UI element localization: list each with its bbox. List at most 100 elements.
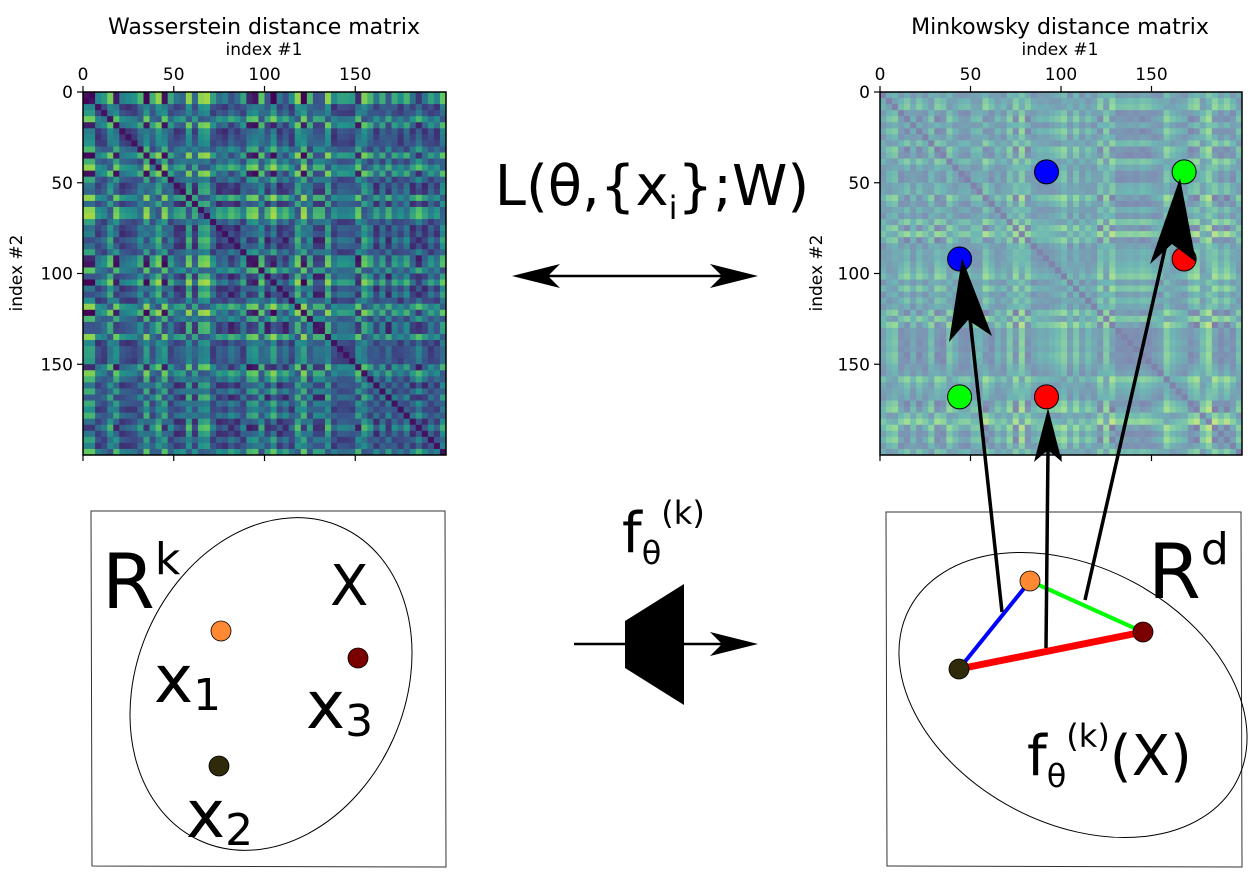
heatmap-cell (258, 309, 266, 317)
heatmap-cell (1109, 158, 1116, 166)
heatmap-cell (379, 140, 387, 148)
heatmap-cell (1151, 134, 1159, 141)
heatmap-cell (318, 213, 326, 220)
heatmap-cell (264, 255, 272, 262)
heatmap-cell (204, 92, 211, 99)
heatmap-cell (946, 170, 953, 178)
heatmap-cell (325, 358, 332, 365)
heatmap-cell (1223, 200, 1231, 208)
heatmap-cell (1235, 158, 1242, 166)
heatmap-cell (246, 352, 253, 359)
heatmap-cell (113, 170, 120, 178)
heatmap-cell (433, 279, 441, 287)
heatmap-cell (331, 340, 338, 347)
heatmap-cell (252, 442, 260, 450)
heatmap-cell (204, 225, 211, 232)
heatmap-cell (276, 134, 284, 141)
heatmap-cell (185, 267, 193, 275)
heatmap-cell (1175, 140, 1183, 148)
heatmap-cell (216, 424, 223, 432)
heatmap-cell (1139, 182, 1147, 190)
heatmap-cell (119, 376, 126, 383)
heatmap-cell (970, 182, 978, 190)
heatmap-cell (934, 213, 941, 220)
heatmap-cell (222, 225, 229, 232)
heatmap-cell (1163, 140, 1171, 148)
heatmap-cell (95, 364, 102, 371)
heatmap-cell (952, 116, 960, 123)
heatmap-cell (1235, 92, 1242, 99)
heatmap-cell (1193, 134, 1201, 141)
heatmap-cell (294, 188, 302, 196)
heatmap-cell (143, 334, 151, 341)
heatmap-cell (1145, 182, 1153, 190)
heatmap-cell (191, 340, 199, 347)
heatmap-cell (173, 194, 181, 202)
heatmap-cell (270, 92, 278, 99)
heatmap-cell (101, 315, 108, 323)
heatmap-cell (1048, 206, 1056, 214)
heatmap-cell (246, 158, 253, 166)
heatmap-cell (1157, 182, 1165, 190)
heatmap-cell (191, 346, 199, 353)
heatmap-cell (916, 219, 923, 226)
heatmap-cell (95, 188, 102, 196)
heatmap-cell (403, 321, 411, 329)
heatmap-cell (325, 219, 332, 226)
heatmap-cell (246, 206, 253, 214)
heatmap-cell (125, 364, 132, 371)
heatmap-cell (210, 267, 217, 275)
heatmap-cell (349, 297, 356, 305)
heatmap-cell (318, 291, 326, 299)
heatmap-cell (367, 321, 374, 329)
heatmap-cell (355, 364, 362, 371)
heatmap-cell (312, 200, 320, 208)
heatmap-cell (355, 448, 362, 455)
heatmap-cell (173, 134, 181, 141)
heatmap-cell (161, 98, 169, 105)
heatmap-cell (1157, 146, 1165, 154)
heatmap-cell (1085, 164, 1092, 172)
heatmap-cell (149, 442, 157, 450)
heatmap-cell (1054, 213, 1062, 220)
heatmap-cell (1085, 104, 1092, 111)
heatmap-cell (143, 412, 151, 420)
heatmap-cell (1133, 170, 1141, 178)
heatmap-cell (415, 364, 423, 371)
heatmap-cell (1211, 219, 1219, 226)
heatmap-cell (125, 213, 132, 220)
heatmap-cell (385, 352, 393, 359)
heatmap-cell (246, 364, 253, 371)
heatmap-cell (143, 442, 151, 450)
heatmap-cell (952, 152, 960, 160)
heatmap-cell (222, 98, 229, 105)
heatmap-cell (1103, 219, 1110, 226)
heatmap-cell (300, 128, 308, 135)
heatmap-cell (161, 140, 169, 148)
heatmap-cell (197, 200, 205, 208)
heatmap-cell (210, 122, 217, 129)
heatmap-cell (373, 442, 381, 450)
heatmap-cell (318, 436, 326, 444)
heatmap-cell (143, 92, 151, 99)
heatmap-cell (970, 116, 978, 123)
heatmap-cell (1133, 213, 1141, 220)
heatmap-cell (409, 412, 417, 420)
heatmap-cell (119, 213, 126, 220)
heatmap-cell (355, 285, 362, 293)
heatmap-cell (355, 400, 362, 408)
heatmap-cell (1199, 188, 1207, 196)
heatmap-cell (337, 206, 344, 214)
heatmap-cell (439, 140, 446, 148)
heatmap-cell (119, 231, 126, 238)
heatmap-cell (988, 225, 996, 232)
heatmap-cell (337, 231, 344, 238)
heatmap-cell (101, 213, 108, 220)
heatmap-cell (149, 285, 157, 293)
heatmap-cell (403, 376, 411, 383)
heatmap-cell (318, 406, 326, 414)
heatmap-cell (1030, 92, 1038, 99)
heatmap-cell (439, 92, 446, 99)
heatmap-cell (191, 327, 199, 335)
heatmap-cell (312, 448, 320, 455)
